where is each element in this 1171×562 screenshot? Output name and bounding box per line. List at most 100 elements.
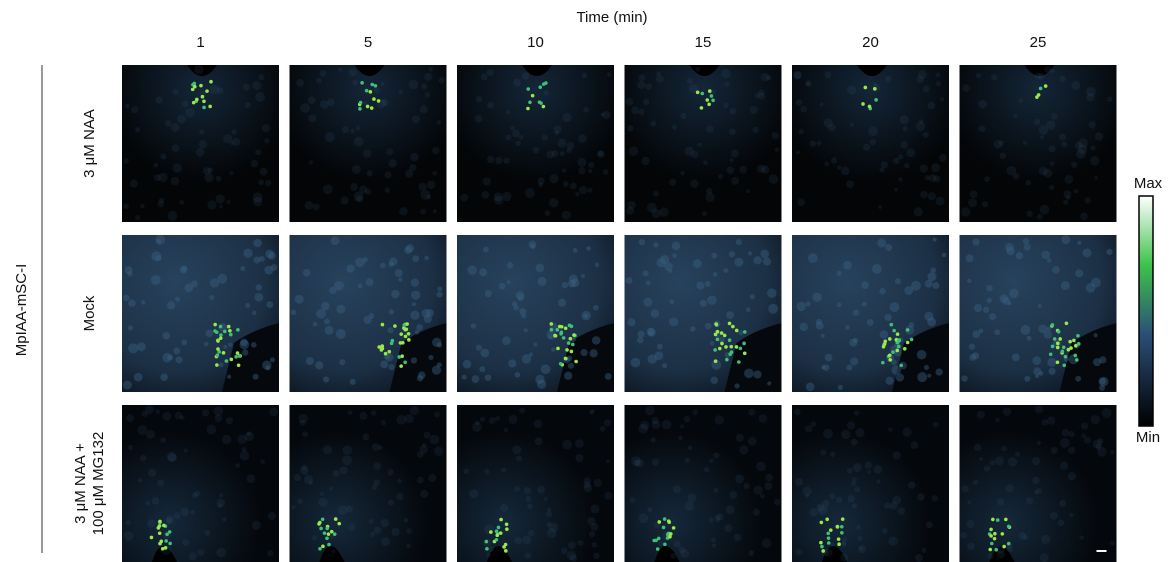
cell xyxy=(890,302,900,312)
cell xyxy=(683,416,690,423)
cell xyxy=(904,286,913,295)
cell xyxy=(124,531,134,541)
signal xyxy=(716,338,720,342)
cell xyxy=(643,298,652,307)
cell xyxy=(841,429,851,439)
signal xyxy=(499,531,503,535)
cell xyxy=(1075,269,1083,277)
cell xyxy=(595,263,599,267)
time-label: 10 xyxy=(527,34,544,51)
signal xyxy=(571,343,575,347)
axis-title: Time (min) xyxy=(576,9,647,26)
cell xyxy=(421,83,427,89)
cell xyxy=(878,205,882,209)
cell xyxy=(994,329,1000,335)
cell xyxy=(567,142,575,150)
signal xyxy=(333,532,337,536)
cell xyxy=(160,373,168,381)
cell xyxy=(242,349,248,355)
cell xyxy=(174,512,180,518)
cell xyxy=(710,341,715,346)
cell xyxy=(852,477,857,482)
cell xyxy=(859,546,863,550)
signal xyxy=(713,348,717,352)
signal xyxy=(700,92,704,96)
signal xyxy=(236,328,240,332)
signal xyxy=(1068,340,1072,344)
cell xyxy=(680,424,684,428)
signal xyxy=(707,102,711,106)
cell xyxy=(369,313,375,319)
signal xyxy=(891,350,895,354)
signal xyxy=(165,532,169,536)
cell xyxy=(560,151,565,156)
cell xyxy=(313,203,320,210)
cell xyxy=(1062,429,1070,437)
signal xyxy=(369,90,373,94)
cell xyxy=(586,246,591,251)
cell xyxy=(141,300,145,304)
cell xyxy=(429,435,439,445)
cell xyxy=(501,467,507,473)
cell xyxy=(656,71,661,76)
signal xyxy=(209,80,213,84)
cell xyxy=(252,81,261,90)
cell xyxy=(222,517,226,521)
cell xyxy=(485,374,492,381)
signal xyxy=(996,518,1000,522)
cell xyxy=(255,92,265,102)
cell xyxy=(373,462,381,470)
signal xyxy=(556,347,560,351)
cell xyxy=(857,536,862,541)
cell xyxy=(685,501,695,511)
cell xyxy=(962,485,969,492)
signal xyxy=(391,339,395,343)
signal xyxy=(714,359,718,363)
cell xyxy=(824,118,833,127)
signal xyxy=(700,106,704,110)
cell xyxy=(744,369,754,379)
signal xyxy=(238,354,242,358)
cell xyxy=(591,505,600,514)
cell xyxy=(853,463,862,472)
cell xyxy=(406,528,411,533)
cell xyxy=(966,254,974,262)
signal xyxy=(567,341,571,345)
signal xyxy=(550,322,554,326)
cell xyxy=(908,481,916,489)
signal xyxy=(696,91,700,95)
cell xyxy=(512,445,521,454)
cell xyxy=(731,150,739,158)
cell xyxy=(410,153,419,162)
cell xyxy=(130,180,138,188)
cell xyxy=(299,420,305,426)
signal xyxy=(321,545,325,549)
cell xyxy=(1099,356,1106,363)
cell xyxy=(291,310,296,315)
signal xyxy=(504,543,508,547)
signal xyxy=(868,105,872,109)
cell xyxy=(1047,258,1051,262)
cell xyxy=(165,120,172,127)
cell xyxy=(1089,121,1096,128)
cell xyxy=(349,68,357,76)
cell xyxy=(1074,189,1078,193)
signal xyxy=(219,325,223,329)
signal xyxy=(195,98,199,102)
cell xyxy=(1091,278,1101,288)
cell xyxy=(816,322,824,330)
cell xyxy=(147,519,155,527)
signal xyxy=(358,107,362,111)
signal xyxy=(988,548,992,552)
cell xyxy=(1002,297,1010,305)
cell xyxy=(463,468,469,474)
cell xyxy=(735,474,744,483)
cell xyxy=(306,357,314,365)
cell xyxy=(796,302,805,311)
cell xyxy=(1003,407,1011,415)
cell xyxy=(412,255,419,262)
cell xyxy=(1086,87,1096,97)
cell xyxy=(512,129,520,137)
cell xyxy=(800,105,807,112)
cell xyxy=(972,238,979,245)
